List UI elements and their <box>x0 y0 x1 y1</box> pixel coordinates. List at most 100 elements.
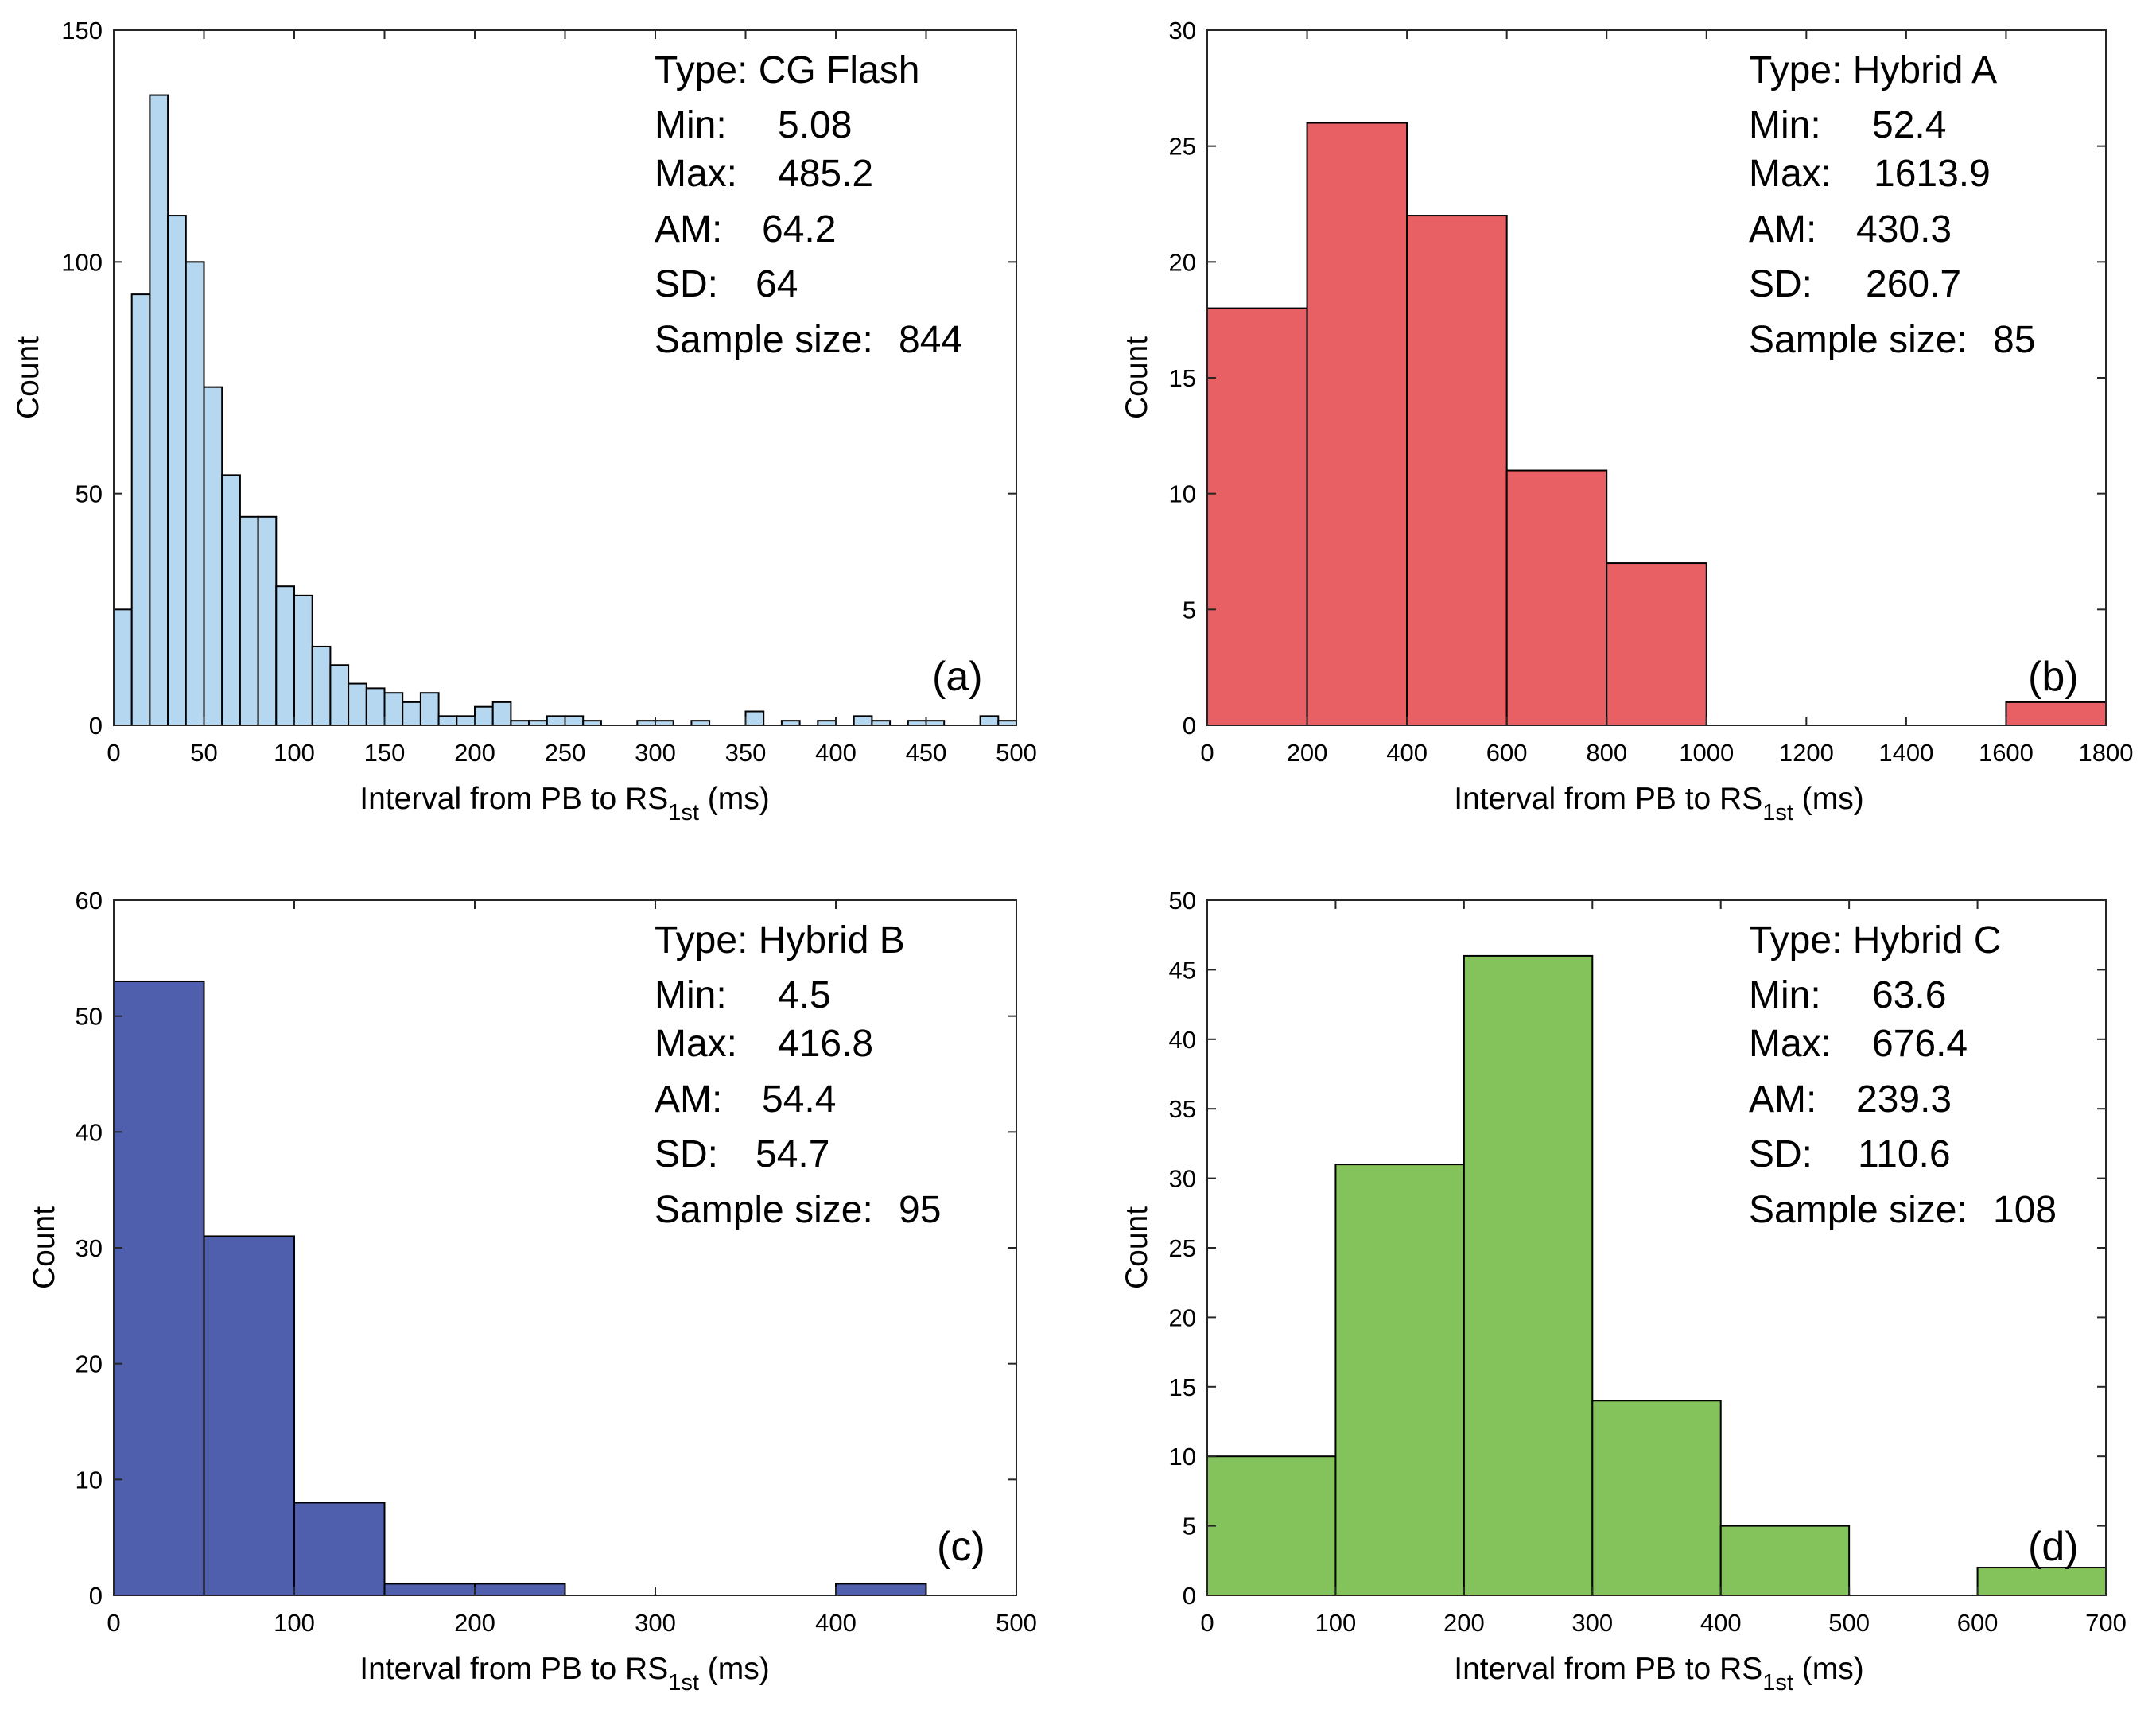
panel-b-y-tick-label: 0 <box>1183 712 1196 740</box>
panel-d-ticks: 0 100 200 300 400 500 600 700 0 5 10 15 20 25 30 35 40 45… <box>1169 887 2127 1637</box>
panel-d-x-axis-label: Interval from PB to RS1st (ms) <box>1454 1652 1863 1696</box>
panel-a-bar <box>167 215 187 727</box>
panel-c-sample-size-label: Sample size: <box>655 1189 873 1231</box>
panel-a-ticks: 0 50 100 150 200 250 300 350 400 450 500 0 50 100 150 <box>61 17 1037 767</box>
panel-c-am-label: AM: <box>655 1078 722 1121</box>
panel-a-min-label: Min: <box>655 104 727 146</box>
panel-b-max-value: 1613.9 <box>1874 153 1991 195</box>
panel-d-y-tick-label: 35 <box>1169 1095 1196 1123</box>
panel-c-bar <box>835 1583 927 1597</box>
panel-b-sample-size-label: Sample size: <box>1749 319 1968 361</box>
panel-a-bar <box>474 705 494 727</box>
panel-b-x-tick-label: 800 <box>1586 739 1627 767</box>
panel-a-min-value: 5.08 <box>778 104 852 146</box>
panel-d-x-tick-label: 400 <box>1700 1609 1742 1637</box>
panel-b-ticks: 0 200 400 600 800 1000 1200 1400 1600 1800 0 5 10 15 2… <box>1169 17 2134 767</box>
panel-b-bars <box>1206 122 2107 727</box>
panel-d-x-tick-label: 200 <box>1443 1609 1485 1637</box>
panel-a-x-tick-label: 350 <box>725 739 767 767</box>
panel-a-bar <box>437 715 458 727</box>
panel-b-bar <box>1505 469 1608 726</box>
panel-a-sd-label: SD: <box>655 263 718 305</box>
panel-c-max-label: Max: <box>655 1023 737 1065</box>
panel-d-min-label: Min: <box>1749 974 1821 1016</box>
panel-a-sample-size-value: 844 <box>899 319 962 361</box>
panel-a-y-axis-label: Count <box>11 336 45 419</box>
panel-b-letter: (b) <box>2028 654 2079 700</box>
panel-c-letter: (c) <box>937 1524 985 1570</box>
panel-a-bar <box>853 715 873 727</box>
panel-c-type-label: Type: Hybrid B <box>655 919 905 962</box>
panel-d-y-tick-label: 30 <box>1169 1165 1196 1193</box>
panel-a-x-tick-label: 500 <box>996 739 1037 767</box>
panel-b-y-tick-label: 5 <box>1183 596 1196 624</box>
panel-d-type-label: Type: Hybrid C <box>1749 919 2001 962</box>
panel-d-y-tick-label: 20 <box>1169 1303 1196 1331</box>
panel-a-bar <box>365 687 386 726</box>
panel-d-x-tick-label: 300 <box>1571 1609 1613 1637</box>
panel-b-sd-value: 260.7 <box>1866 263 1961 305</box>
panel-a-bar <box>564 715 585 727</box>
panel-d-y-tick-label: 40 <box>1169 1026 1196 1054</box>
panel-c-x-tick-label: 500 <box>996 1609 1037 1637</box>
panel-b-type-label: Type: Hybrid A <box>1749 49 1997 91</box>
panel-b-y-tick-label: 15 <box>1169 364 1196 392</box>
panel-c-y-tick-label: 50 <box>76 1003 103 1031</box>
panel-b-sample-size-value: 85 <box>1993 319 2035 361</box>
panel-d-bar <box>1591 1400 1722 1597</box>
panel-d-sample-size-label: Sample size: <box>1749 1189 1968 1231</box>
panel-a-bars <box>113 94 1018 727</box>
panel-d-y-tick-label: 45 <box>1169 956 1196 984</box>
panel-a-x-tick-label: 300 <box>635 739 676 767</box>
panel-a: 0 50 100 150 200 250 300 350 400 450 500050100150 … <box>11 17 1037 826</box>
panel-b-x-tick-label: 600 <box>1486 739 1528 767</box>
panel-a-bar <box>744 710 765 727</box>
panel-d-letter: (d) <box>2028 1524 2079 1570</box>
panel-c-sample-size-value: 95 <box>899 1189 941 1231</box>
panel-d-y-axis-label: Count <box>1120 1206 1154 1289</box>
panel-c-bar <box>203 1235 295 1597</box>
panel-c-y-tick-label: 60 <box>76 887 103 915</box>
panel-c-y-tick-label: 30 <box>76 1234 103 1262</box>
panel-a-x-tick-label: 400 <box>815 739 857 767</box>
panel-a-bar <box>293 594 313 726</box>
panel-c-max-value: 416.8 <box>778 1023 873 1065</box>
panel-d-min-value: 63.6 <box>1872 974 1946 1016</box>
panel-b-x-axis-label: Interval from PB to RS1st (ms) <box>1454 782 1863 826</box>
panel-d-x-tick-label: 0 <box>1200 1609 1214 1637</box>
panel-c-y-tick-label: 0 <box>89 1582 103 1610</box>
panel-d-am-label: AM: <box>1749 1078 1816 1121</box>
panel-c-sd-label: SD: <box>655 1133 718 1175</box>
panel-a-bar <box>402 701 421 726</box>
panel-a-bar <box>113 608 133 726</box>
panel-c-x-tick-label: 0 <box>107 1609 120 1637</box>
panel-a-bar <box>311 645 332 726</box>
panel-c-bar <box>474 1583 566 1597</box>
panel-a-sample-size-label: Sample size: <box>655 319 873 361</box>
panel-a-bar <box>348 682 367 726</box>
panel-a-bar <box>546 715 566 727</box>
panel-b-bar <box>1306 122 1408 727</box>
panel-d-sample-size-value: 108 <box>1993 1189 2057 1231</box>
panel-d-bars <box>1206 954 2107 1597</box>
panel-a-bar <box>419 692 440 726</box>
panel-a-bar <box>383 692 404 726</box>
panel-a-x-tick-label: 100 <box>274 739 315 767</box>
panel-d-max-value: 676.4 <box>1872 1023 1968 1065</box>
panel-c-ticks: 0 100 200 300 400 500 0 10 20 30 40 50 60 <box>76 887 1037 1637</box>
panel-a-sd-value: 64 <box>756 263 798 305</box>
panel-a-am-label: AM: <box>655 208 722 251</box>
panel-c-sd-value: 54.7 <box>756 1133 829 1175</box>
panel-a-x-axis-label: Interval from PB to RS1st (ms) <box>359 782 769 826</box>
panel-d-y-tick-label: 10 <box>1169 1443 1196 1470</box>
panel-a-y-tick-label: 50 <box>76 480 103 508</box>
panel-a-letter: (a) <box>932 654 983 700</box>
panel-b-x-tick-label: 1000 <box>1679 739 1734 767</box>
panel-a-am-value: 64.2 <box>762 208 836 251</box>
panel-a-bar <box>130 293 151 726</box>
panel-c-y-tick-label: 10 <box>76 1466 103 1494</box>
panel-c-y-tick-label: 40 <box>76 1118 103 1146</box>
panel-a-x-tick-label: 200 <box>454 739 495 767</box>
panel-a-type-label: Type: CG Flash <box>655 49 919 91</box>
panel-b-x-tick-label: 1800 <box>2079 739 2134 767</box>
